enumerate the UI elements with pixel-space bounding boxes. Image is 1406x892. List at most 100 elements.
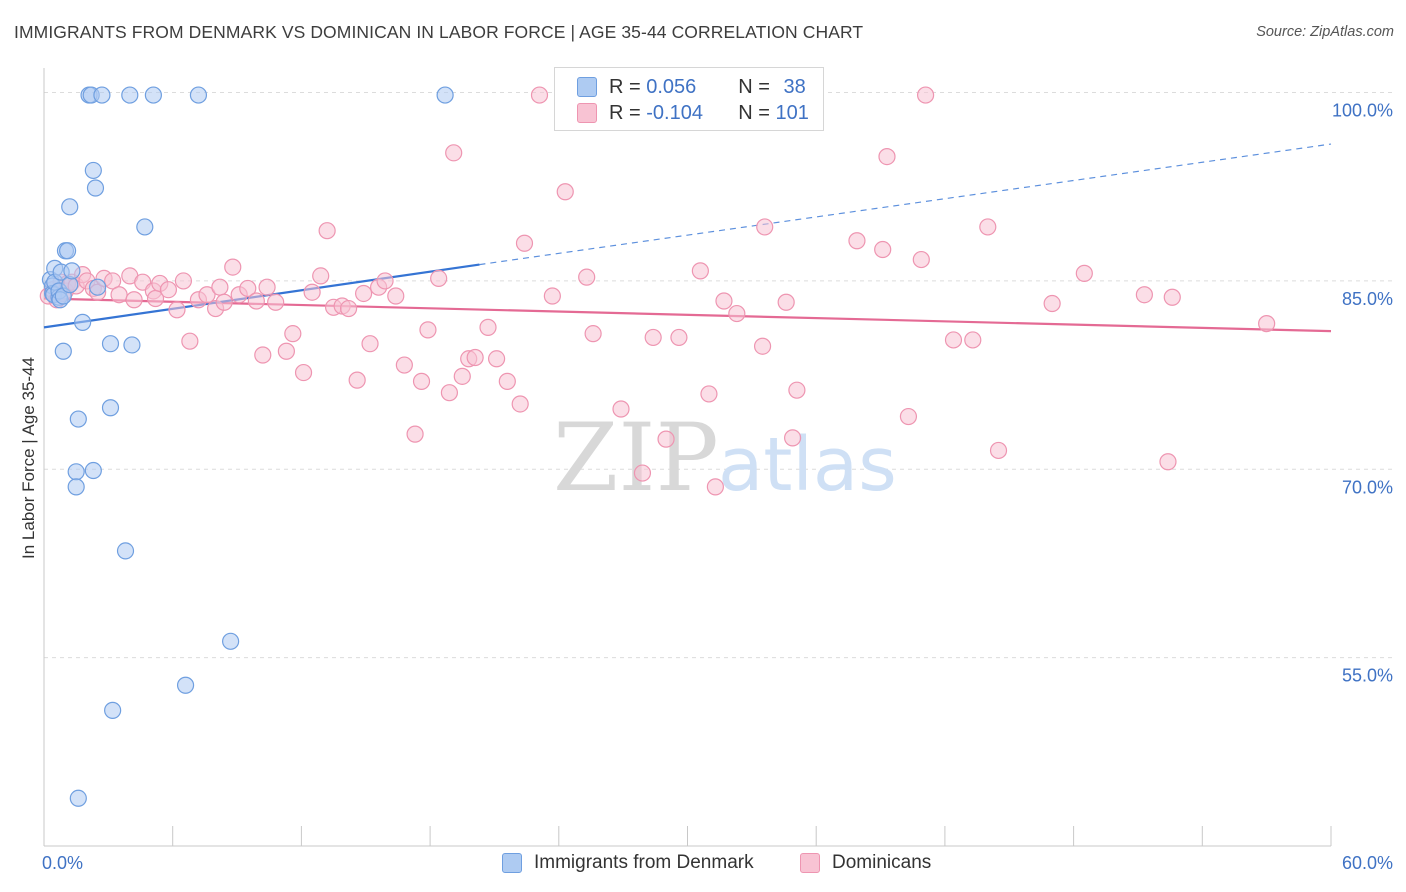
point-denmark [189, 86, 208, 104]
point-denmark [54, 342, 72, 360]
point-dominicans [1043, 294, 1061, 313]
point-dominicans [777, 293, 795, 311]
point-denmark [136, 218, 154, 236]
n-label: N = [738, 101, 776, 124]
point-denmark [101, 335, 120, 353]
point-dominicans [556, 183, 574, 201]
point-dominicans [756, 218, 774, 236]
y-tick-label: 85.0% [1342, 289, 1393, 309]
n-label: N = [738, 75, 776, 98]
point-dominicans [912, 250, 930, 269]
y-tick-label: 100.0% [1332, 101, 1393, 121]
pink-swatch [800, 853, 820, 873]
point-dominicans [239, 279, 257, 298]
point-denmark [93, 86, 111, 104]
point-dominicans [578, 268, 596, 286]
point-dominicans [348, 371, 366, 389]
point-dominicans [247, 292, 265, 310]
point-dominicans [784, 429, 802, 447]
point-denmark [63, 262, 81, 280]
point-dominicans [125, 291, 143, 309]
blue-swatch [502, 853, 522, 873]
point-denmark [69, 410, 87, 428]
legend-item-denmark[interactable]: Immigrants from Denmark [502, 852, 754, 874]
watermark: ZIP atlas [553, 404, 897, 513]
r-label: R = [609, 101, 647, 124]
trend-line-dominicans [43, 297, 1332, 333]
n-value: 101 [775, 101, 809, 124]
point-dominicans [445, 144, 463, 162]
point-dominicans [899, 407, 918, 426]
point-dominicans [979, 218, 997, 236]
point-dominicans [878, 148, 896, 166]
chart-title: IMMIGRANTS FROM DENMARK VS DOMINICAN IN … [14, 22, 864, 42]
legend-label-denmark: Immigrants from Denmark [534, 852, 754, 873]
point-dominicans [543, 287, 561, 305]
watermark-atlas: atlas [718, 422, 897, 508]
pink-swatch [577, 103, 597, 123]
point-dominicans [284, 325, 302, 343]
point-dominicans [530, 86, 549, 104]
point-dominicans [1075, 264, 1093, 282]
point-dominicans [395, 356, 413, 374]
series-legend: Immigrants from Denmark Dominicans [0, 852, 1406, 878]
point-denmark [74, 313, 92, 331]
point-dominicans [318, 222, 336, 240]
legend-item-dominicans[interactable]: Dominicans [800, 852, 931, 874]
point-dominicans [254, 346, 272, 364]
point-dominicans [181, 332, 199, 350]
n-value: 38 [783, 75, 806, 98]
r-label: R = [609, 75, 647, 98]
point-dominicans [303, 283, 321, 301]
point-denmark [84, 461, 102, 480]
point-dominicans [515, 234, 534, 252]
tick-labels: 100.0% 85.0% 70.0% 55.0% 0.0% 60.0% [42, 101, 1393, 873]
point-dominicans [104, 272, 122, 290]
stats-row-denmark: R = 0.056 N = 38 [577, 74, 806, 100]
x-tick-label: 0.0% [42, 853, 83, 873]
point-dominicans [644, 328, 662, 347]
point-denmark [67, 478, 85, 496]
watermark-zip: ZIP [553, 404, 719, 513]
point-dominicans [159, 281, 178, 299]
point-dominicans [753, 337, 772, 355]
point-dominicans [174, 272, 193, 290]
axes [43, 68, 1332, 847]
point-dominicans [387, 287, 405, 305]
point-dominicans [874, 240, 892, 259]
point-denmark [104, 701, 122, 719]
point-denmark [176, 676, 195, 694]
point-dominicans [1163, 288, 1181, 306]
point-dominicans [657, 430, 675, 448]
point-denmark [89, 278, 107, 296]
r-value: 0.056 [646, 75, 697, 98]
point-dominicans [848, 232, 866, 250]
point-denmark [84, 161, 102, 180]
point-dominicans [168, 301, 186, 319]
legend-label-dominicans: Dominicans [832, 852, 932, 873]
point-dominicans [964, 331, 982, 349]
point-dominicans [419, 321, 437, 339]
point-dominicans [430, 269, 448, 288]
point-dominicans [198, 286, 216, 304]
point-dominicans [670, 328, 688, 347]
point-dominicans [487, 350, 506, 368]
trend-lines [43, 143, 1332, 333]
point-dominicans [715, 292, 733, 310]
source-label: Source: ZipAtlas.com [1256, 24, 1394, 40]
x-tick-label: 60.0% [1342, 853, 1393, 873]
point-denmark [144, 86, 162, 104]
point-denmark [101, 399, 120, 417]
point-dominicans [466, 348, 484, 367]
point-denmark [61, 198, 79, 216]
point-dominicans [479, 318, 497, 336]
stats-row-dominicans: R = -0.104 N = 101 [577, 100, 809, 126]
point-dominicans [339, 299, 358, 318]
y-axis-label: In Labor Force | Age 35-44 [19, 357, 38, 559]
point-dominicans [312, 267, 330, 285]
point-dominicans [1258, 315, 1276, 333]
point-dominicans [989, 441, 1008, 460]
point-dominicans [211, 278, 229, 296]
point-dominicans [916, 86, 935, 104]
